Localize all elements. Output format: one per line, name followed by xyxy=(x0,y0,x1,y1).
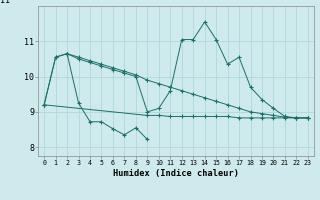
Text: 11: 11 xyxy=(0,0,10,5)
X-axis label: Humidex (Indice chaleur): Humidex (Indice chaleur) xyxy=(113,169,239,178)
